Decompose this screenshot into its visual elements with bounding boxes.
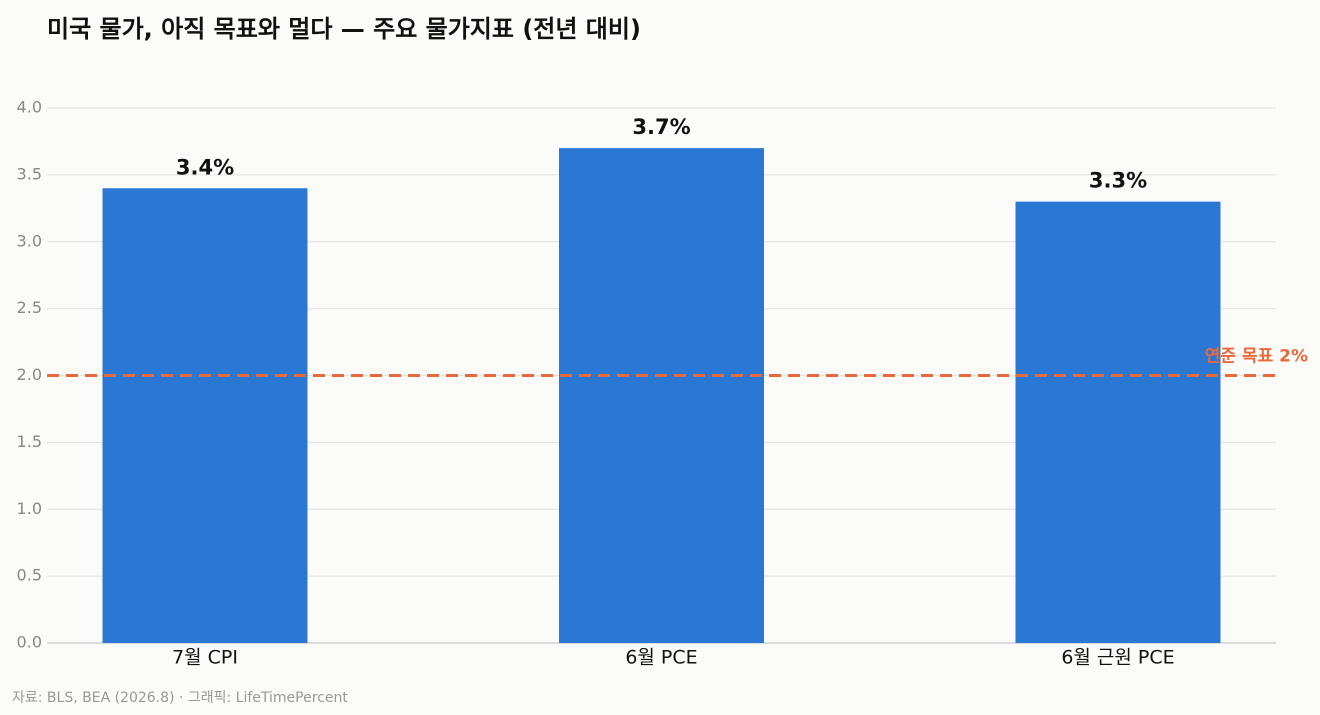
y-tick-label: 4.0 (17, 98, 42, 117)
y-tick-label: 3.5 (17, 164, 42, 183)
y-tick-label: 1.5 (17, 432, 42, 451)
reference-label: 연준 목표 2% (1205, 347, 1308, 367)
y-tick-label: 2.5 (17, 298, 42, 317)
bar (1015, 201, 1221, 643)
source-note: 자료: BLS, BEA (2026.8) · 그래픽: LifeTimePer… (12, 690, 348, 706)
value-label: 3.4% (176, 155, 234, 179)
x-tick-label: 7월 CPI (172, 647, 238, 669)
value-label: 3.3% (1089, 169, 1147, 193)
chart-title: 미국 물가, 아직 목표와 멀다 — 주요 물가지표 (전년 대비) (47, 15, 641, 43)
y-tick-label: 2.0 (17, 365, 42, 384)
y-tick-label: 0.5 (17, 566, 42, 585)
bar (559, 148, 764, 643)
bar (102, 188, 308, 643)
y-tick-label: 0.0 (17, 633, 42, 652)
y-tick-label: 3.0 (17, 231, 42, 250)
x-tick-label: 6월 근원 PCE (1061, 647, 1174, 669)
x-tick-label: 6월 PCE (625, 647, 697, 669)
y-tick-label: 1.0 (17, 499, 42, 518)
value-label: 3.7% (632, 115, 690, 139)
